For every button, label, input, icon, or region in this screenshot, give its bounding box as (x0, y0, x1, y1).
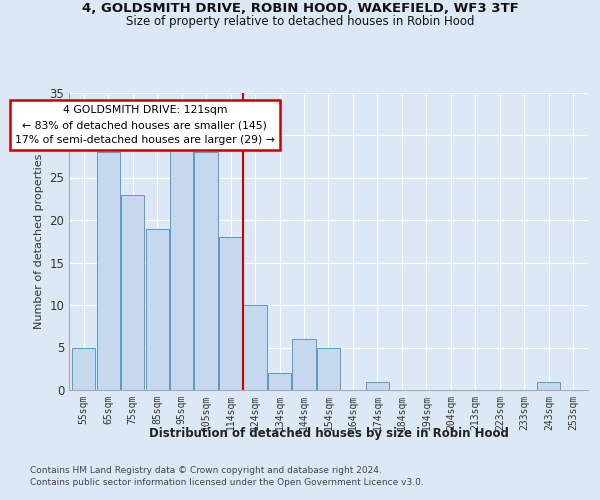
Bar (97, 152, 120, 390)
Bar (268, 373, 291, 390)
Text: Contains public sector information licensed under the Open Government Licence v3: Contains public sector information licen… (30, 478, 424, 487)
Bar (244, 305, 266, 390)
Bar (72, 348, 95, 390)
Bar (366, 382, 389, 390)
Text: Contains HM Land Registry data © Crown copyright and database right 2024.: Contains HM Land Registry data © Crown c… (30, 466, 382, 475)
Text: Size of property relative to detached houses in Robin Hood: Size of property relative to detached ho… (126, 15, 474, 28)
Text: 4, GOLDSMITH DRIVE, ROBIN HOOD, WAKEFIELD, WF3 3TF: 4, GOLDSMITH DRIVE, ROBIN HOOD, WAKEFIEL… (82, 2, 518, 16)
Bar (537, 382, 560, 390)
Text: Distribution of detached houses by size in Robin Hood: Distribution of detached houses by size … (149, 428, 509, 440)
Bar (219, 237, 242, 390)
Y-axis label: Number of detached properties: Number of detached properties (34, 154, 44, 329)
Bar (121, 194, 144, 390)
Bar (170, 144, 193, 390)
Bar (292, 339, 316, 390)
Bar (146, 228, 169, 390)
Bar (194, 152, 218, 390)
Text: 4 GOLDSMITH DRIVE: 121sqm
← 83% of detached houses are smaller (145)
17% of semi: 4 GOLDSMITH DRIVE: 121sqm ← 83% of detac… (15, 106, 275, 145)
Bar (317, 348, 340, 390)
